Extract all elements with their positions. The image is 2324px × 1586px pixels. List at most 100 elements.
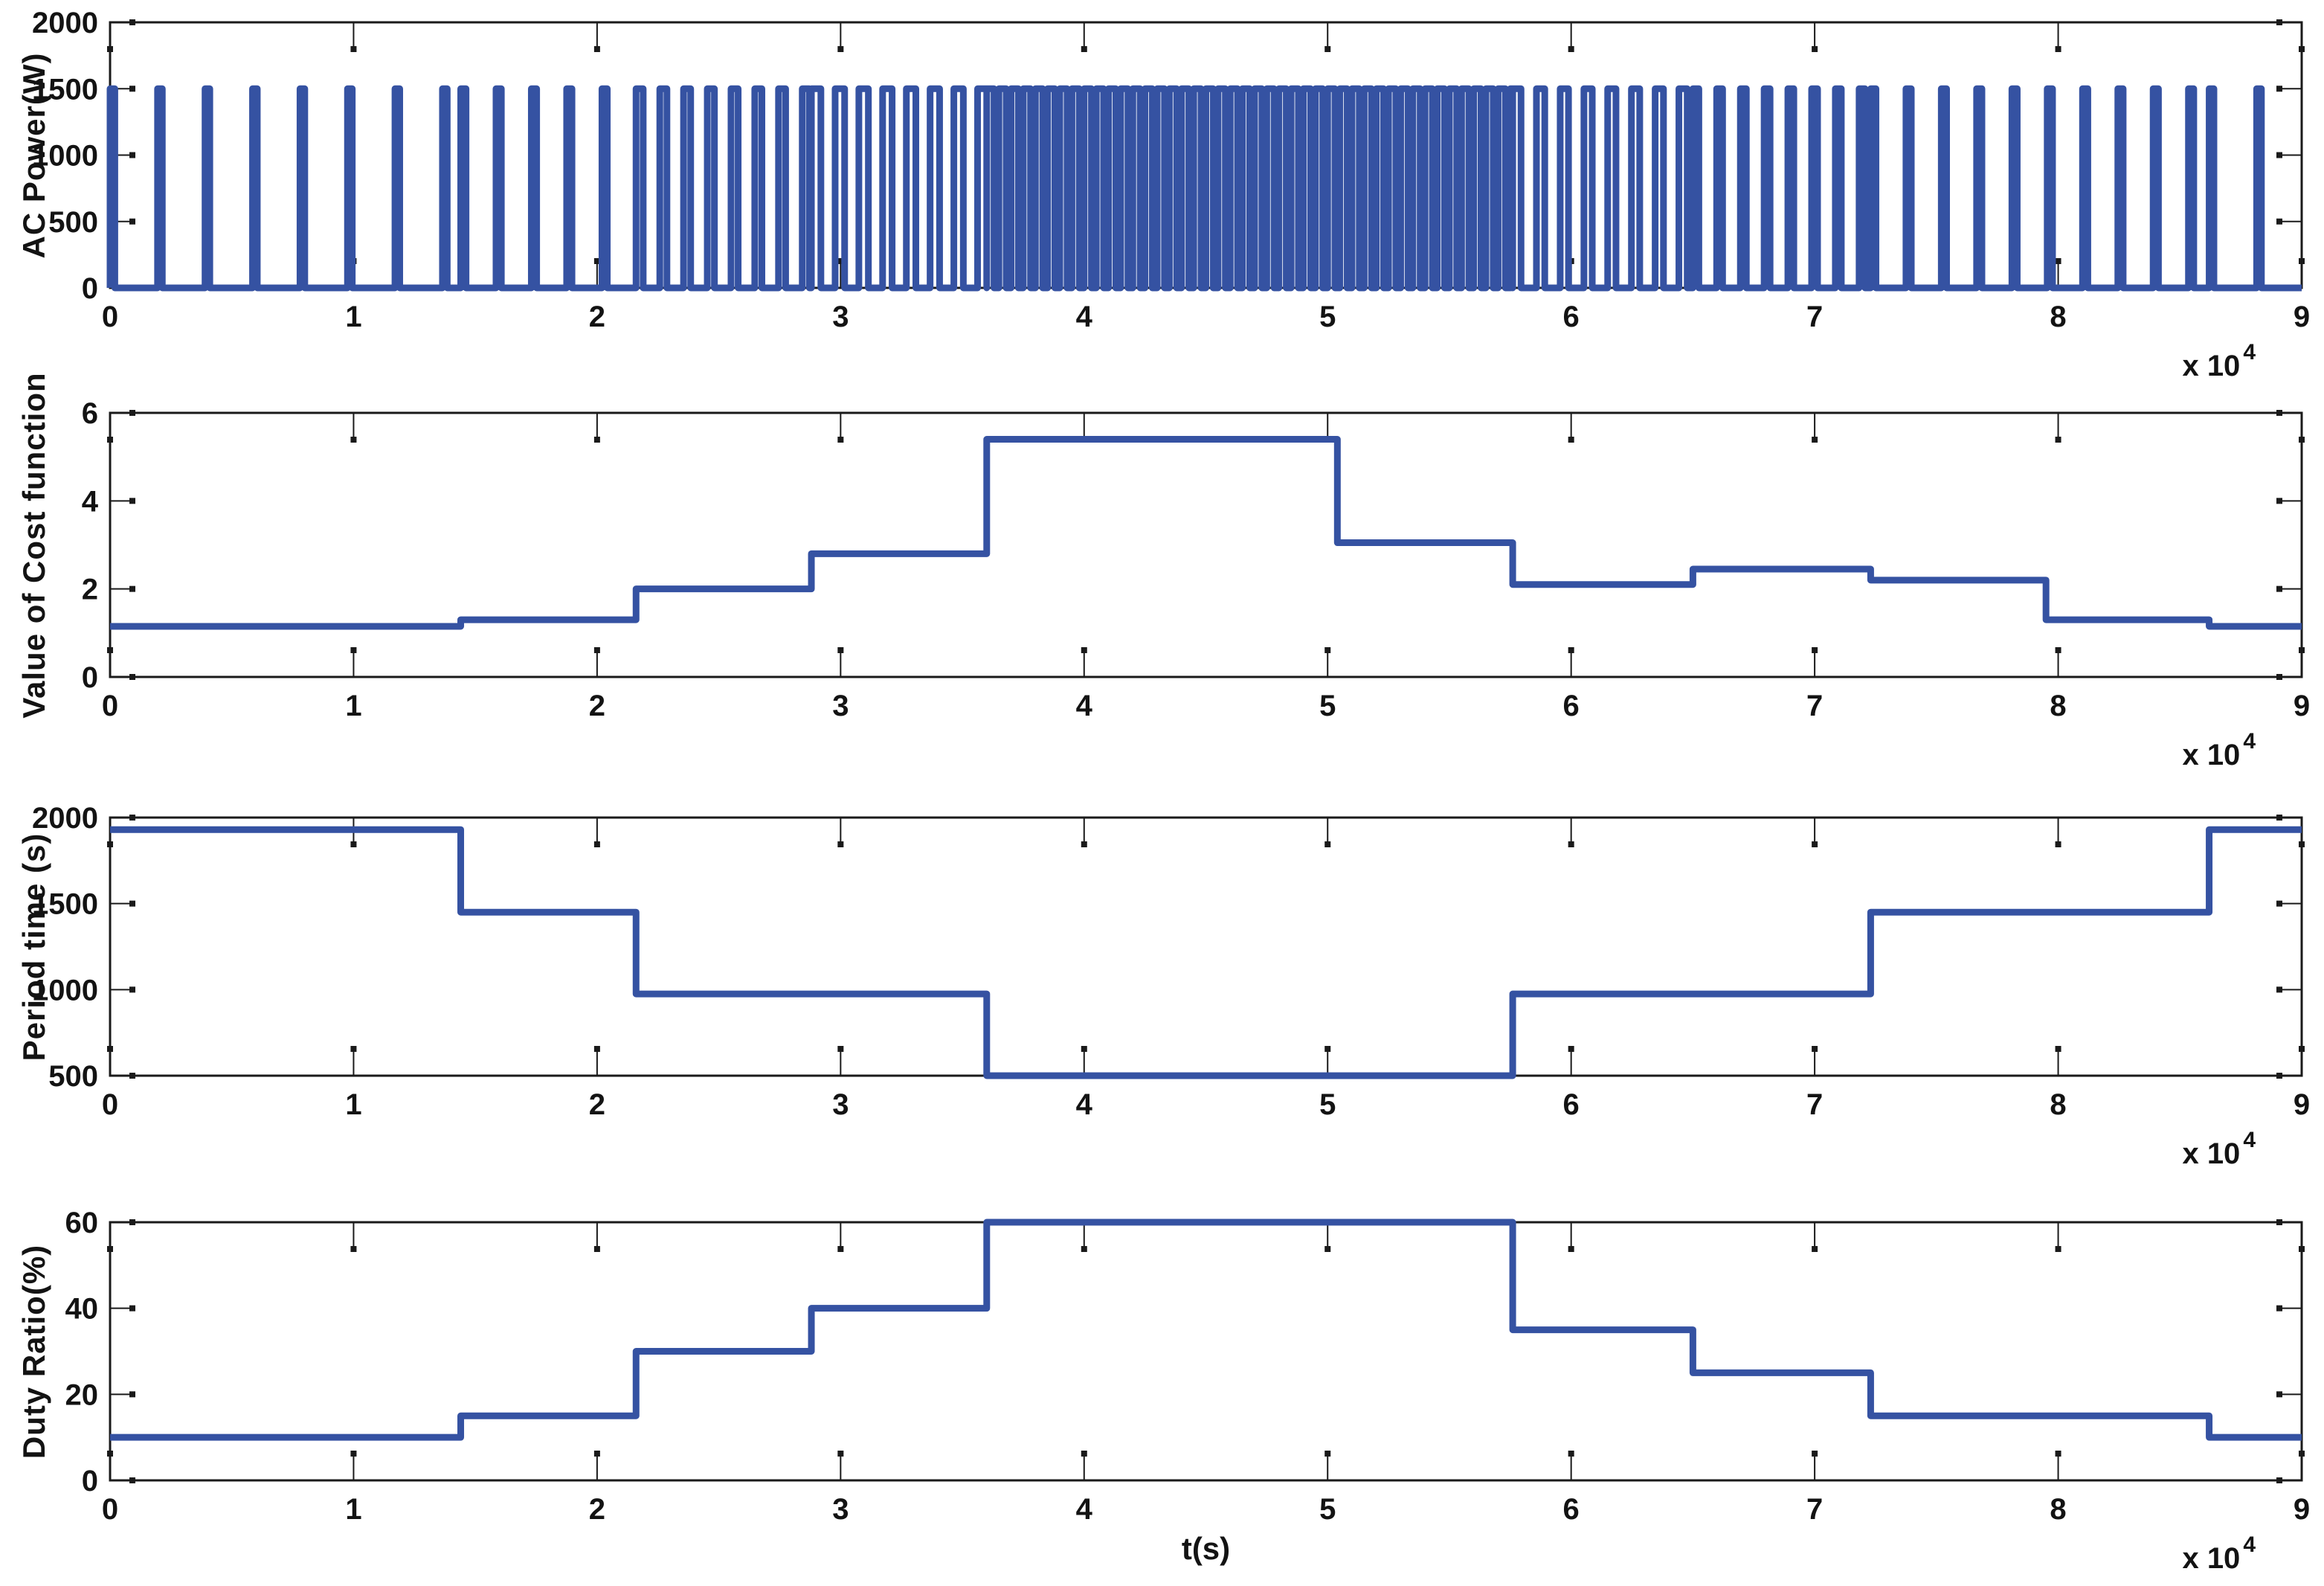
x-tick-label: 8 — [2050, 1493, 2066, 1526]
x-tick-bottom-dot — [837, 1046, 844, 1052]
x-tick-label: 5 — [1319, 1088, 1336, 1121]
x-tick-top-dot — [1568, 437, 1574, 443]
y-tick-right-dot — [2276, 815, 2282, 821]
x-axis-scale-label: x 10 4 — [2182, 1532, 2256, 1575]
x-tick-label: 2 — [589, 301, 605, 333]
x-tick-top-dot — [107, 841, 113, 847]
x-tick-bottom-dot — [2055, 258, 2061, 264]
y-tick-label: 500 — [48, 206, 98, 239]
y-tick-left-dot — [129, 674, 135, 680]
y-tick-left-dot — [129, 19, 135, 25]
x-tick-top-dot — [1324, 46, 1331, 52]
y-tick-right-dot — [2276, 410, 2282, 416]
x-tick-top-dot — [2055, 1246, 2061, 1252]
y-tick-label: 60 — [65, 1207, 99, 1239]
x-tick-label: 2 — [589, 1088, 605, 1121]
x-tick-label: 3 — [832, 1088, 849, 1121]
x-tick-bottom-dot — [350, 1451, 357, 1457]
x-tick-bottom-dot — [1568, 1046, 1574, 1052]
x-tick-bottom-dot — [1081, 1046, 1087, 1052]
series-line-subplot-3 — [110, 826, 2302, 1079]
x-tick-label: 7 — [1806, 690, 1823, 722]
x-tick-top-dot — [350, 437, 357, 443]
x-tick-label: 6 — [1563, 1088, 1580, 1121]
x-tick-bottom-dot — [1081, 1451, 1087, 1457]
x-tick-label: 1 — [345, 1088, 361, 1121]
x-tick-top-dot — [593, 46, 600, 52]
x-tick-top-dot — [593, 437, 600, 443]
y-tick-label: 0 — [82, 1465, 98, 1497]
y-tick-left-dot — [129, 410, 135, 416]
y-tick-label: 6 — [82, 397, 98, 430]
x-tick-top-dot — [1812, 437, 1818, 443]
y-tick-left-dot — [129, 900, 135, 907]
x-tick-bottom-dot — [593, 1046, 600, 1052]
x-tick-top-dot — [2299, 841, 2305, 847]
x-tick-top-dot — [593, 1246, 600, 1252]
x-tick-top-dot — [2055, 437, 2061, 443]
y-tick-left-dot — [129, 1073, 135, 1079]
x-tick-bottom-dot — [837, 258, 844, 264]
y-tick-right-dot — [2276, 86, 2282, 92]
x-tick-bottom-dot — [593, 647, 600, 653]
x-tick-top-dot — [350, 46, 357, 52]
x-tick-label: 6 — [1563, 301, 1580, 333]
x-tick-top-dot — [2055, 46, 2061, 52]
x-tick-top-dot — [2299, 437, 2305, 443]
x-tick-bottom-dot — [2055, 1451, 2061, 1457]
x-tick-label: 2 — [589, 1493, 605, 1526]
x-tick-top-dot — [837, 437, 844, 443]
y-tick-left-dot — [129, 498, 135, 504]
y-tick-label: 1000 — [32, 140, 98, 173]
x-tick-label: 1 — [345, 1493, 361, 1526]
y-tick-left-dot — [129, 218, 135, 225]
x-axis-scale-label: x 10 4 — [2182, 729, 2256, 771]
y-tick-label: 2000 — [32, 7, 98, 39]
series-line-subplot-2 — [110, 436, 2302, 630]
x-tick-bottom-dot — [2299, 1046, 2305, 1052]
x-tick-top-dot — [107, 1246, 113, 1252]
y-tick-left-dot — [129, 1391, 135, 1398]
xlabel-time: t(s) — [1181, 1531, 1231, 1566]
x-tick-top-dot — [107, 46, 113, 52]
y-tick-left-dot — [129, 86, 135, 92]
x-tick-top-dot — [2299, 1246, 2305, 1252]
x-tick-top-dot — [2299, 46, 2305, 52]
x-tick-top-dot — [837, 1246, 844, 1252]
x-tick-top-dot — [1568, 841, 1574, 847]
x-tick-top-dot — [107, 437, 113, 443]
y-tick-label: 0 — [82, 272, 98, 305]
x-tick-label: 7 — [1806, 301, 1823, 333]
y-tick-right-dot — [2276, 1073, 2282, 1079]
x-tick-bottom-dot — [2299, 647, 2305, 653]
y-tick-left-dot — [129, 152, 135, 158]
x-tick-bottom-dot — [350, 1046, 357, 1052]
x-tick-bottom-dot — [1568, 647, 1574, 653]
x-axis-scale-label: x 10 4 — [2182, 1128, 2256, 1170]
axis-box — [109, 411, 2303, 678]
x-tick-label: 6 — [1563, 1493, 1580, 1526]
x-tick-top-dot — [1812, 841, 1818, 847]
x-tick-bottom-dot — [350, 647, 357, 653]
x-tick-top-dot — [1568, 1246, 1574, 1252]
x-tick-label: 4 — [1076, 1088, 1093, 1121]
x-tick-bottom-dot — [2055, 1046, 2061, 1052]
x-tick-bottom-dot — [107, 647, 113, 653]
x-tick-label: 2 — [589, 690, 605, 722]
x-tick-bottom-dot — [1324, 1451, 1331, 1457]
x-tick-top-dot — [1812, 1246, 1818, 1252]
y-tick-label: 40 — [65, 1293, 99, 1326]
y-tick-label: 1500 — [32, 73, 98, 106]
y-tick-left-dot — [129, 1219, 135, 1225]
x-tick-bottom-dot — [107, 1046, 113, 1052]
x-tick-bottom-dot — [2299, 1451, 2305, 1457]
x-tick-label: 1 — [345, 690, 361, 722]
y-tick-label: 0 — [82, 661, 98, 694]
x-tick-top-dot — [350, 1246, 357, 1252]
axis-box — [109, 816, 2303, 1077]
x-tick-top-dot — [837, 46, 844, 52]
x-tick-top-dot — [350, 841, 357, 847]
y-tick-label: 4 — [82, 485, 99, 518]
